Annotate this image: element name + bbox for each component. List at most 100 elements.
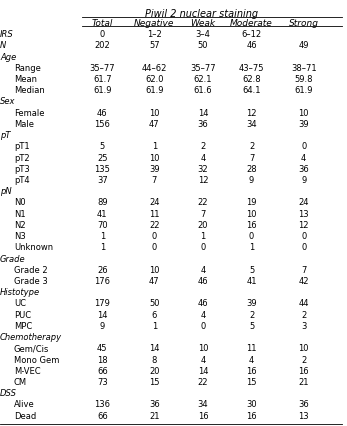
Text: 1: 1 xyxy=(100,243,105,252)
Text: 3: 3 xyxy=(301,322,306,331)
Text: 7: 7 xyxy=(152,176,157,185)
Text: 136: 136 xyxy=(94,400,110,409)
Text: CM: CM xyxy=(14,378,27,387)
Text: Sex: Sex xyxy=(0,98,16,106)
Text: 0: 0 xyxy=(152,243,157,252)
Text: 37: 37 xyxy=(97,176,108,185)
Text: 28: 28 xyxy=(246,165,257,174)
Text: 46: 46 xyxy=(198,277,208,286)
Text: 12: 12 xyxy=(298,221,309,230)
Text: 49: 49 xyxy=(298,41,309,50)
Text: 61.6: 61.6 xyxy=(194,86,212,95)
Text: 42: 42 xyxy=(298,277,309,286)
Text: 10: 10 xyxy=(149,109,160,118)
Text: 0: 0 xyxy=(152,232,157,241)
Text: 34: 34 xyxy=(246,120,257,129)
Text: 36: 36 xyxy=(298,165,309,174)
Text: 36: 36 xyxy=(149,400,160,409)
Text: Grade: Grade xyxy=(0,254,26,264)
Text: 44: 44 xyxy=(298,299,309,308)
Text: 14: 14 xyxy=(149,344,160,353)
Text: pT1: pT1 xyxy=(14,142,29,151)
Text: Strong: Strong xyxy=(289,19,319,28)
Text: 16: 16 xyxy=(298,367,309,376)
Text: 89: 89 xyxy=(97,199,108,207)
Text: pT4: pT4 xyxy=(14,176,29,185)
Text: 62.0: 62.0 xyxy=(145,75,164,84)
Text: 3–4: 3–4 xyxy=(196,30,210,39)
Text: Chemotherapy: Chemotherapy xyxy=(0,333,62,342)
Text: 13: 13 xyxy=(298,412,309,420)
Text: Weak: Weak xyxy=(191,19,215,28)
Text: 2: 2 xyxy=(249,142,254,151)
Text: 16: 16 xyxy=(246,367,257,376)
Text: 1–2: 1–2 xyxy=(147,30,162,39)
Text: 19: 19 xyxy=(246,199,257,207)
Text: 25: 25 xyxy=(97,153,108,163)
Text: 2: 2 xyxy=(301,311,306,320)
Text: 13: 13 xyxy=(298,210,309,219)
Text: 15: 15 xyxy=(246,378,257,387)
Text: 20: 20 xyxy=(198,221,208,230)
Text: 0: 0 xyxy=(301,232,306,241)
Text: pT3: pT3 xyxy=(14,165,29,174)
Text: Grade 2: Grade 2 xyxy=(14,266,48,275)
Text: 24: 24 xyxy=(298,199,309,207)
Text: 2: 2 xyxy=(301,356,306,365)
Text: 16: 16 xyxy=(246,221,257,230)
Text: 32: 32 xyxy=(198,165,208,174)
Text: pT: pT xyxy=(0,131,10,140)
Text: 4: 4 xyxy=(249,356,254,365)
Text: Dead: Dead xyxy=(14,412,36,420)
Text: 66: 66 xyxy=(97,367,108,376)
Text: 41: 41 xyxy=(97,210,108,219)
Text: Grade 3: Grade 3 xyxy=(14,277,48,286)
Text: 50: 50 xyxy=(198,41,208,50)
Text: 0: 0 xyxy=(249,232,254,241)
Text: Mean: Mean xyxy=(14,75,37,84)
Text: 62.8: 62.8 xyxy=(242,75,261,84)
Text: 7: 7 xyxy=(200,210,206,219)
Text: 2: 2 xyxy=(200,142,206,151)
Text: 9: 9 xyxy=(301,176,306,185)
Text: 4: 4 xyxy=(301,153,306,163)
Text: 11: 11 xyxy=(246,344,257,353)
Text: 15: 15 xyxy=(149,378,160,387)
Text: 57: 57 xyxy=(149,41,160,50)
Text: UC: UC xyxy=(14,299,26,308)
Text: 10: 10 xyxy=(246,210,257,219)
Text: 12: 12 xyxy=(246,109,257,118)
Text: 59.8: 59.8 xyxy=(294,75,313,84)
Text: pT2: pT2 xyxy=(14,153,29,163)
Text: Mono Gem: Mono Gem xyxy=(14,356,59,365)
Text: 14: 14 xyxy=(97,311,108,320)
Text: N2: N2 xyxy=(14,221,26,230)
Text: 7: 7 xyxy=(249,153,254,163)
Text: 1: 1 xyxy=(200,232,206,241)
Text: 156: 156 xyxy=(94,120,110,129)
Text: 9: 9 xyxy=(249,176,254,185)
Text: 4: 4 xyxy=(200,266,206,275)
Text: 4: 4 xyxy=(200,356,206,365)
Text: 0: 0 xyxy=(301,243,306,252)
Text: 61.9: 61.9 xyxy=(294,86,313,95)
Text: 21: 21 xyxy=(298,378,309,387)
Text: 70: 70 xyxy=(97,221,108,230)
Text: 0: 0 xyxy=(200,322,206,331)
Text: 39: 39 xyxy=(149,165,160,174)
Text: 30: 30 xyxy=(246,400,257,409)
Text: N1: N1 xyxy=(14,210,26,219)
Text: 26: 26 xyxy=(97,266,108,275)
Text: 0: 0 xyxy=(100,30,105,39)
Text: 2: 2 xyxy=(249,311,254,320)
Text: 61.9: 61.9 xyxy=(145,86,164,95)
Text: 16: 16 xyxy=(246,412,257,420)
Text: Histotype: Histotype xyxy=(0,288,40,297)
Text: 14: 14 xyxy=(198,109,208,118)
Text: 5: 5 xyxy=(249,322,254,331)
Text: 18: 18 xyxy=(97,356,108,365)
Text: MPC: MPC xyxy=(14,322,32,331)
Text: 10: 10 xyxy=(149,266,160,275)
Text: 35–77: 35–77 xyxy=(90,64,115,73)
Text: Negative: Negative xyxy=(134,19,175,28)
